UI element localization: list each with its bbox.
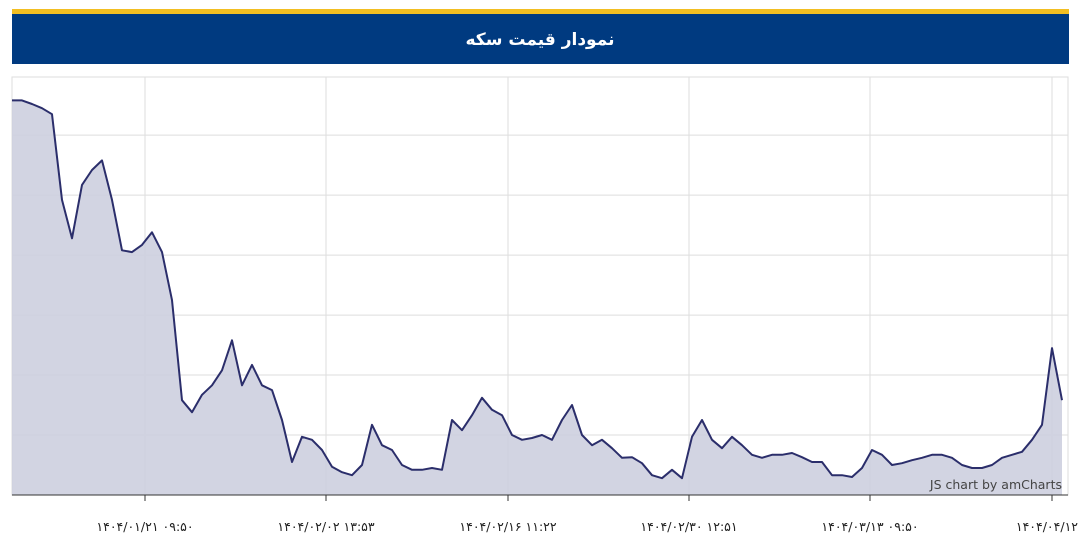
- x-tick-label: ۱۴۰۴/۰۴/۱۲: [1016, 519, 1078, 534]
- header-bar: [12, 14, 1069, 64]
- x-tick-label: ۱۴۰۴/۰۳/۱۳ ۰۹:۵۰: [821, 519, 918, 534]
- chart-title: نمودار قیمت سکه: [466, 30, 615, 50]
- x-tick-label: ۱۴۰۴/۰۲/۱۶ ۱۱:۲۲: [459, 519, 556, 534]
- x-tick-label: ۱۴۰۴/۰۲/۳۰ ۱۲:۵۱: [640, 519, 737, 534]
- x-tick-label: ۱۴۰۴/۰۲/۰۲ ۱۳:۵۳: [277, 519, 374, 534]
- credit: JS chart by amCharts: [929, 477, 1062, 492]
- x-tick-label: ۱۴۰۴/۰۱/۲۱ ۰۹:۵۰: [96, 519, 193, 534]
- header-accent: [12, 9, 1069, 14]
- line: [12, 99, 1063, 480]
- area: [12, 100, 1062, 496]
